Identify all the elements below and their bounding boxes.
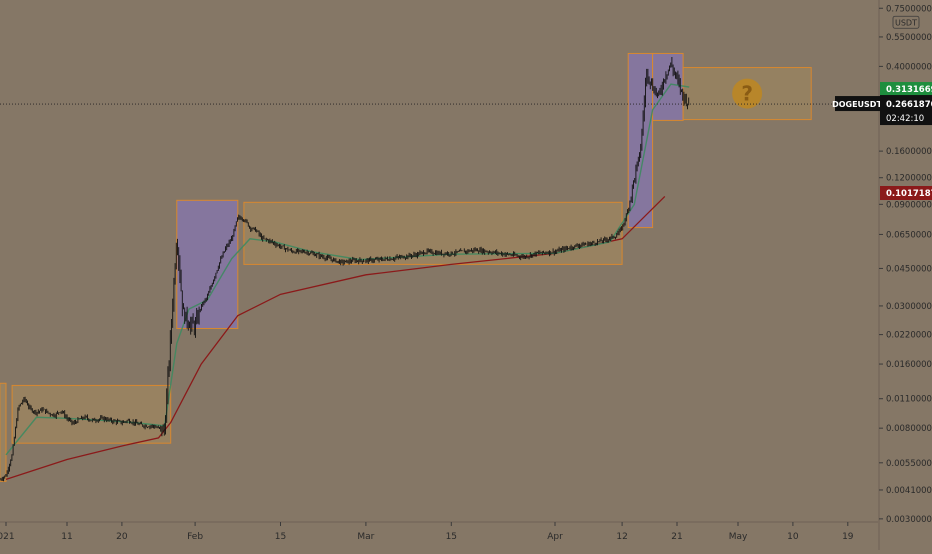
x-tick-label: 15 (446, 532, 457, 542)
x-tick-label: 12 (616, 532, 627, 542)
ma-price-label-box (880, 186, 932, 201)
last-price-label: 0.26618707 (886, 100, 932, 110)
x-tick-label: 20 (116, 532, 128, 542)
zone-impulse-5 (652, 52, 684, 121)
x-tick-label: Apr (547, 532, 563, 542)
last-price-label-box (880, 95, 932, 126)
question-marker-text: ? (741, 82, 753, 106)
high-price-label-box (880, 82, 932, 97)
x-tick-label: 10 (787, 532, 799, 542)
candles (0, 57, 690, 482)
currency-badge[interactable] (892, 15, 920, 29)
price-labels: 0.31316698 DOGEUSDT 0.26618707 02:42:10 0.10… (832, 82, 932, 201)
currency-badge-label: USDT (895, 18, 917, 27)
ma-price-label: 0.10171873 (886, 189, 932, 199)
symbol-label-box (835, 96, 880, 112)
countdown-label: 02:42:10 (886, 114, 924, 124)
x-tick-label: Mar (357, 532, 374, 542)
y-tick-label: 0.00300000 (886, 515, 932, 525)
x-tick-label: 021 (0, 532, 15, 542)
x-tick-label: 21 (671, 532, 682, 542)
candles-layer (0, 57, 690, 482)
x-tick-label: 11 (61, 532, 72, 542)
high-price-label: 0.31316698 (886, 85, 932, 95)
question-marker-icon (732, 78, 763, 109)
symbol-label: DOGEUSDT (832, 100, 882, 109)
x-tick-label: 19 (842, 532, 854, 542)
x-axis[interactable]: 021 11 20 Feb 15 Mar 15 Apr 12 21 May 10 19 (0, 521, 878, 542)
x-tick-label: Feb (187, 532, 203, 542)
x-tick-label: May (729, 532, 748, 542)
zone-consolidation-1 (11, 384, 172, 444)
x-tick-label: 15 (275, 532, 286, 542)
zone-consolidation-0 (0, 382, 7, 482)
